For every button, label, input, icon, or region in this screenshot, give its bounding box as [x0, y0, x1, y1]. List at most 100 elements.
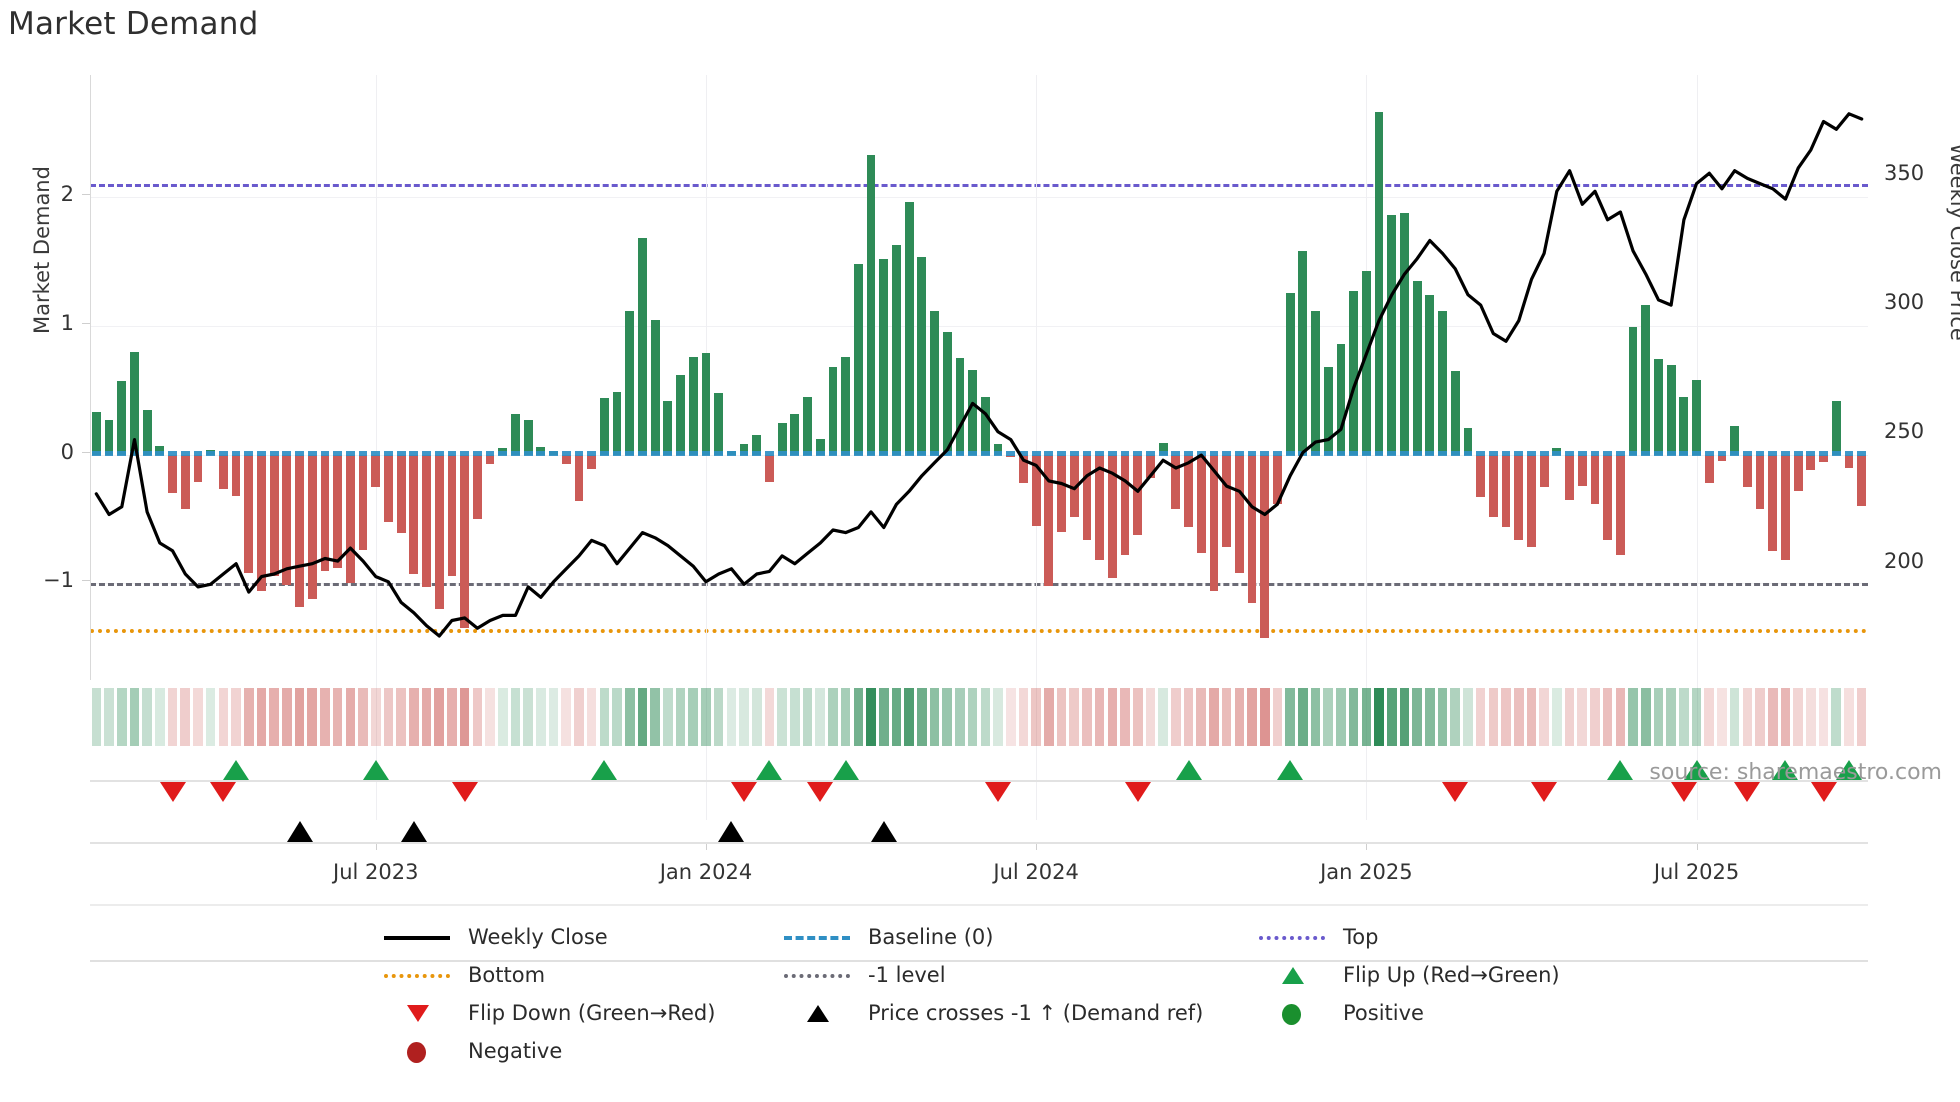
legend-item-1-level[interactable]: -1 level — [780, 963, 1255, 987]
flip-up-marker[interactable] — [1835, 760, 1862, 780]
legend-item-flip-up-red-green[interactable]: Flip Up (Red→Green) — [1255, 963, 1655, 987]
flip-up-marker[interactable] — [362, 760, 389, 780]
baseline-marker — [1107, 450, 1117, 456]
heatmap-cell — [701, 688, 711, 746]
flip-down-marker[interactable] — [807, 782, 834, 802]
demand-bar — [1057, 454, 1066, 532]
triangle-up-icon — [807, 1005, 829, 1022]
legend-item-price-crosses-1-demand-ref[interactable]: Price crosses -1 ↑ (Demand ref) — [780, 1001, 1255, 1025]
demand-bar — [1120, 454, 1130, 556]
heatmap-cell — [1501, 688, 1511, 746]
demand-bar — [1488, 454, 1498, 517]
flip-down-marker[interactable] — [1670, 782, 1697, 802]
heatmap-cell — [1704, 688, 1715, 746]
heatmap-cell — [1399, 688, 1410, 746]
heatmap-cell — [320, 688, 330, 746]
flip-down-marker[interactable] — [1810, 782, 1837, 802]
baseline-marker — [752, 450, 762, 456]
baseline-marker — [447, 450, 457, 456]
baseline-marker — [1539, 450, 1549, 456]
flip-down-marker[interactable] — [451, 782, 478, 802]
flip-down-marker[interactable] — [985, 782, 1012, 802]
top-reference-line — [90, 184, 1868, 188]
baseline-marker — [803, 450, 812, 456]
demand-bar — [638, 238, 647, 455]
baseline-marker — [917, 450, 927, 456]
demand-bar — [1222, 454, 1232, 548]
flip-up-marker[interactable] — [591, 760, 618, 780]
price-cross-marker[interactable] — [870, 821, 897, 842]
demand-bar — [422, 454, 431, 588]
flip-up-marker[interactable] — [1683, 760, 1710, 780]
flip-down-marker[interactable] — [1124, 782, 1151, 802]
flip-up-marker[interactable] — [1175, 760, 1202, 780]
heatmap-cell — [104, 688, 114, 746]
flip-down-marker[interactable] — [1734, 782, 1761, 802]
demand-heatmap-strip — [90, 688, 1868, 746]
flip-down-marker[interactable] — [1531, 782, 1558, 802]
legend-item-positive[interactable]: Positive — [1255, 1001, 1655, 1025]
demand-bar — [1590, 454, 1600, 504]
y-axis-spine — [90, 75, 91, 680]
flip-down-marker[interactable] — [1442, 782, 1469, 802]
demand-bar — [1107, 454, 1117, 579]
baseline-marker — [1184, 450, 1193, 456]
demand-bar — [841, 356, 851, 455]
demand-bar — [650, 319, 660, 455]
x-tick-label: Jul 2023 — [333, 860, 419, 884]
heatmap-cell — [510, 688, 521, 746]
heatmap-cell — [472, 688, 483, 746]
demand-bar — [282, 454, 292, 585]
legend-item-top[interactable]: Top — [1255, 925, 1655, 949]
flip-up-marker[interactable] — [756, 760, 783, 780]
baseline-marker — [701, 450, 711, 456]
demand-bar — [307, 454, 317, 599]
baseline-marker — [663, 450, 673, 456]
flip-down-marker[interactable] — [159, 782, 186, 802]
flip-up-marker[interactable] — [1607, 760, 1634, 780]
heatmap-cell — [1653, 688, 1664, 746]
demand-bar — [1387, 215, 1397, 455]
legend-item-flip-down-green-red[interactable]: Flip Down (Green→Red) — [380, 1001, 780, 1025]
price-cross-marker[interactable] — [400, 821, 427, 842]
y-tick-label-left: 1 — [60, 311, 74, 335]
price-cross-marker[interactable] — [286, 821, 313, 842]
dotted-line-icon — [1259, 936, 1325, 940]
legend-item-weekly-close[interactable]: Weekly Close — [380, 925, 780, 949]
heatmap-cell — [1679, 688, 1689, 746]
heatmap-cell — [713, 688, 724, 746]
flip-up-marker[interactable] — [1772, 760, 1799, 780]
baseline-marker — [688, 450, 698, 456]
heatmap-cell — [116, 688, 127, 746]
heatmap-cell — [751, 688, 762, 746]
baseline-marker — [1527, 450, 1536, 456]
flip-down-marker[interactable] — [731, 782, 758, 802]
legend-symbol — [780, 1002, 854, 1024]
heatmap-cell — [1107, 688, 1118, 746]
baseline-marker — [460, 450, 470, 456]
baseline-marker — [333, 450, 343, 456]
demand-bar — [1654, 359, 1663, 455]
legend-item-bottom[interactable]: Bottom — [380, 963, 780, 987]
flip-up-marker[interactable] — [832, 760, 859, 780]
heatmap-cell — [739, 688, 749, 746]
heatmap-cell — [205, 688, 216, 746]
baseline-marker — [1577, 450, 1587, 456]
demand-bar — [1692, 380, 1701, 455]
demand-bar — [1793, 454, 1803, 491]
baseline-marker — [1654, 450, 1663, 456]
baseline-marker — [180, 450, 190, 456]
heatmap-cell — [447, 688, 457, 746]
demand-bar — [434, 454, 444, 610]
heatmap-cell — [840, 688, 851, 746]
flip-up-marker[interactable] — [1277, 760, 1304, 780]
demand-bar — [472, 454, 482, 520]
flip-down-marker[interactable] — [210, 782, 237, 802]
price-cross-marker[interactable] — [718, 821, 745, 842]
line-icon — [384, 936, 450, 940]
legend-label: Price crosses -1 ↑ (Demand ref) — [868, 1001, 1204, 1025]
x-tick-mark — [705, 843, 707, 850]
flip-up-marker[interactable] — [223, 760, 250, 780]
legend-item-baseline-0[interactable]: Baseline (0) — [780, 925, 1255, 949]
legend-item-negative[interactable]: Negative — [380, 1039, 780, 1063]
